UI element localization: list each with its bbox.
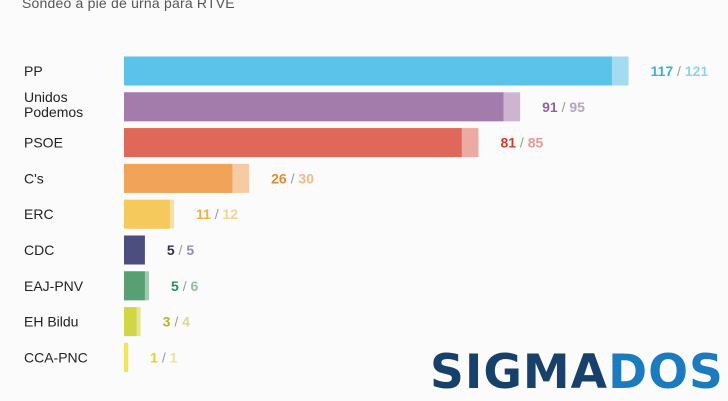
category-label-cca-pnc: CCA-PNC [24, 349, 88, 365]
value-label-pp: 117 / 121 [651, 63, 709, 79]
chart-subtitle: Sondeo a pie de urna para RTVE [22, 0, 235, 11]
bar-min-erc [124, 199, 170, 229]
category-label-psoe: PSOE [24, 135, 63, 151]
value-label-c-s: 26 / 30 [271, 170, 314, 186]
value-label-cca-pnc: 1 / 1 [150, 349, 177, 365]
bar-min-cdc [124, 235, 145, 265]
bar-min-psoe [124, 128, 462, 158]
category-label-cdc: CDC [24, 242, 54, 258]
value-label-psoe: 81 / 85 [500, 135, 543, 151]
category-label-c-s: C's [24, 170, 44, 186]
value-label-eaj-pnv: 5 / 6 [171, 278, 198, 294]
logo-text-sigma: SIGMA [430, 345, 609, 400]
bar-min-eaj-pnv [124, 271, 145, 301]
value-label-erc: 11 / 12 [196, 206, 238, 222]
bar-min-unidos-podemos [124, 92, 504, 122]
bar-min-cca-pnc [124, 342, 129, 372]
logo-text-dos: DOS [608, 345, 724, 400]
sigmados-logo: SIGMADOS [430, 345, 724, 401]
category-label-erc: ERC [24, 206, 54, 222]
value-label-cdc: 5 / 5 [167, 242, 194, 258]
category-label-unidos-podemos: Unidos Podemos [24, 89, 83, 120]
bar-min-eh-bildu [124, 307, 137, 337]
bar-min-c-s [124, 163, 233, 193]
category-label-eaj-pnv: EAJ-PNV [24, 278, 84, 294]
category-label-eh-bildu: EH Bildu [24, 314, 78, 330]
category-label-pp: PP [24, 63, 43, 79]
bar-min-pp [124, 56, 612, 86]
value-label-unidos-podemos: 91 / 95 [542, 99, 585, 115]
value-label-eh-bildu: 3 / 4 [163, 314, 190, 330]
